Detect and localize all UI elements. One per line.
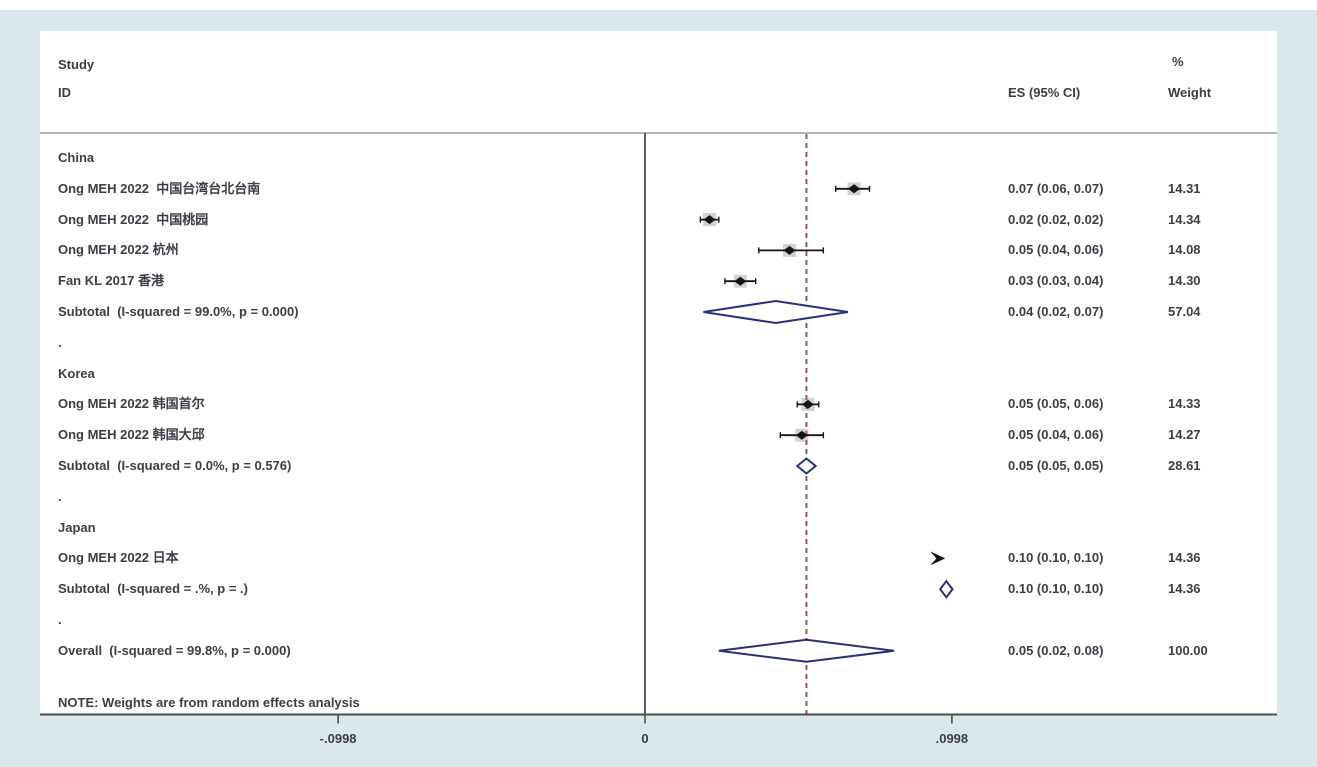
subtotal-label: Subtotal (I-squared = .%, p = .)	[58, 581, 248, 597]
weight-value: 14.36	[1168, 581, 1201, 597]
study-label: Ong MEH 2022 韩国大邱	[58, 427, 205, 443]
weight-value: 14.36	[1168, 550, 1201, 566]
group-label: Japan	[58, 519, 96, 535]
weight-value: 14.08	[1168, 242, 1201, 258]
es-value: 0.07 (0.06, 0.07)	[1008, 180, 1104, 196]
weight-value: 57.04	[1168, 304, 1201, 319]
es-value: 0.05 (0.05, 0.05)	[1008, 458, 1104, 473]
overall-label: Overall (I-squared = 99.8%, p = 0.000)	[58, 642, 291, 658]
overall-diamond	[718, 638, 895, 663]
weight-value: 14.34	[1168, 211, 1201, 227]
x-tick-label: .0998	[935, 731, 969, 746]
es-value: 0.05 (0.02, 0.08)	[1008, 642, 1104, 658]
es-value: 0.05 (0.05, 0.06)	[1008, 396, 1104, 412]
point-marker	[783, 245, 796, 255]
es-value: 0.04 (0.02, 0.07)	[1008, 304, 1104, 319]
spacer-dot: .	[58, 334, 62, 350]
weight-value: 14.27	[1168, 427, 1201, 443]
study-label: Fan KL 2017 香港	[58, 273, 164, 289]
group-label: Korea	[58, 365, 95, 381]
header-es-ci: ES (95% CI)	[1008, 85, 1081, 100]
point-marker	[848, 184, 861, 194]
study-label: Ong MEH 2022 日本	[58, 550, 179, 566]
header-study: Study	[58, 57, 95, 72]
study-label: Ong MEH 2022 中国桃园	[58, 211, 209, 227]
weight-value: 28.61	[1168, 458, 1201, 473]
group-label: China	[58, 150, 95, 165]
weight-value: 14.30	[1168, 273, 1201, 289]
es-value: 0.10 (0.10, 0.10)	[1008, 550, 1104, 566]
es-value: 0.02 (0.02, 0.02)	[1008, 211, 1104, 227]
top-white-strip	[0, 0, 1317, 10]
x-tick-label: 0	[641, 731, 649, 746]
header-weight: Weight	[1168, 85, 1212, 100]
study-label: Ong MEH 2022 韩国首尔	[58, 396, 205, 412]
arrow-marker	[930, 551, 946, 566]
header-percent: %	[1172, 54, 1184, 69]
weight-value: 14.33	[1168, 396, 1201, 412]
subtotal-label: Subtotal (I-squared = 99.0%, p = 0.000)	[58, 304, 299, 319]
subtotal-diamond	[703, 299, 849, 325]
subtotal-diamond	[938, 579, 954, 599]
weight-value: 100.00	[1168, 642, 1208, 658]
es-value: 0.03 (0.03, 0.04)	[1008, 273, 1104, 289]
plot-panel	[40, 31, 1277, 715]
point-marker	[795, 430, 808, 440]
spacer-dot: .	[58, 488, 62, 504]
study-label: Ong MEH 2022 中国台湾台北台南	[58, 180, 261, 196]
subtotal-label: Subtotal (I-squared = 0.0%, p = 0.576)	[58, 458, 292, 473]
point-marker	[703, 215, 716, 225]
study-label: Ong MEH 2022 杭州	[58, 242, 179, 258]
weight-value: 14.31	[1168, 180, 1201, 196]
x-tick-label: -.0998	[319, 731, 357, 746]
random-effects-note: NOTE: Weights are from random effects an…	[58, 695, 360, 710]
es-value: 0.05 (0.04, 0.06)	[1008, 427, 1104, 443]
spacer-dot: .	[58, 612, 62, 627]
point-marker	[734, 276, 747, 286]
es-value: 0.10 (0.10, 0.10)	[1008, 581, 1104, 597]
header-id: ID	[58, 85, 71, 100]
es-value: 0.05 (0.04, 0.06)	[1008, 242, 1104, 258]
point-marker	[801, 399, 814, 409]
subtotal-diamond	[795, 457, 818, 475]
